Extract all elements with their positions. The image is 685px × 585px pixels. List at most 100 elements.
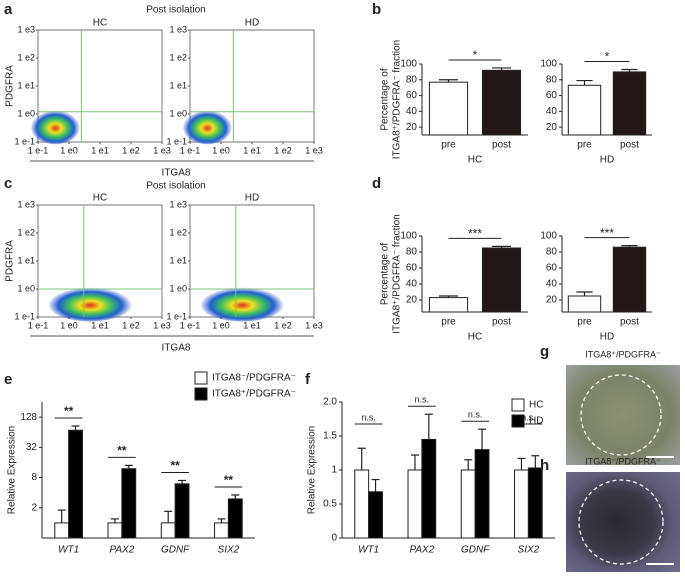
significance-label: *	[473, 48, 478, 62]
legend-swatch	[194, 387, 208, 401]
density-cloud	[30, 108, 81, 145]
bar	[514, 469, 529, 539]
x-tick-label: pre	[577, 317, 592, 328]
group-label: HD	[600, 155, 614, 166]
x-tick-label: 1 e2	[274, 320, 292, 330]
y-tick-label: 32	[26, 442, 38, 453]
y-tick-label: 20	[546, 122, 558, 133]
y-tick-label: 1 e-1	[166, 311, 187, 321]
y-tick-label: 100	[400, 59, 417, 70]
legend-swatch	[194, 371, 208, 385]
y-tick-label: 2.0	[323, 397, 337, 408]
bar	[612, 246, 647, 313]
x-tick-label: 1 e3	[305, 320, 323, 330]
panel-letter: f	[305, 371, 311, 388]
panel-letter: b	[372, 1, 381, 18]
x-tick-label: 1 e-1	[28, 320, 49, 330]
significance-label: n.s.	[415, 395, 430, 405]
x-tick-label: post	[620, 317, 639, 328]
y-tick-label: 1 e-1	[14, 136, 35, 146]
x-tick-label: post	[620, 140, 639, 151]
y-tick-label: 80	[546, 247, 558, 258]
y-tick-label: 1.5	[323, 431, 337, 442]
y-tick-label: 1 e1	[169, 255, 187, 265]
y-tick-label: 1 e-1	[14, 311, 35, 321]
bar	[174, 483, 190, 539]
micrograph	[566, 365, 680, 465]
significance-label: n.s.	[468, 410, 483, 420]
y-tick-label: 20	[406, 122, 418, 133]
y-tick-label: 100	[400, 231, 417, 242]
y-tick-label: 80	[406, 247, 418, 258]
bar	[214, 522, 229, 539]
x-tick-label: pre	[577, 140, 592, 151]
legend-label: HD	[529, 416, 543, 427]
legend-label: ITGA8⁻/PDGFRA⁻	[212, 373, 296, 384]
significance-label: *	[605, 50, 610, 64]
bar	[368, 491, 383, 539]
y-tick-label: 1 e3	[169, 199, 187, 209]
panel-letter: a	[4, 1, 13, 18]
outline-circle	[578, 479, 664, 565]
x-tick-label: pre	[441, 140, 456, 151]
bar	[68, 429, 83, 539]
x-tick-label: 1 e-1	[180, 145, 201, 155]
image-title: ITGA8⁻/PDGFRA⁻	[585, 456, 661, 466]
legend-label: ITGA8⁺/PDGFRA⁻	[212, 389, 296, 400]
y-tick-label: 100	[540, 231, 557, 242]
density-cloud	[182, 108, 233, 145]
y-axis-title: Percentage of	[380, 243, 391, 305]
group-label: HC	[468, 155, 482, 166]
panel-letter: d	[372, 175, 381, 192]
x-tick-label: 1 e1	[91, 145, 109, 155]
y-axis-title: Relative Expression	[7, 426, 18, 514]
x-axis-title: ITGA8	[162, 343, 191, 354]
image-title: ITGA8⁺/PDGFRA⁻	[585, 349, 661, 359]
y-tick-label: 1 e1	[169, 80, 187, 90]
y-tick-label: 128	[20, 412, 37, 423]
bar	[567, 295, 602, 313]
x-tick-label: 1 e1	[243, 320, 261, 330]
y-axis-title: PDGFRA	[5, 65, 16, 107]
y-tick-label: 60	[406, 90, 418, 101]
significance-label: **	[117, 444, 127, 458]
y-tick-label: 1 e3	[169, 24, 187, 34]
bar	[474, 449, 490, 539]
y-tick-label: 40	[406, 279, 418, 290]
bar	[612, 71, 647, 136]
y-axis-title: Relative Expression	[307, 426, 318, 514]
x-tick-label: 1 e3	[305, 145, 323, 155]
density-cloud	[47, 285, 133, 322]
x-tick-label: 1 e3	[153, 320, 171, 330]
bar	[54, 522, 70, 539]
y-tick-label: 1 e-1	[166, 136, 187, 146]
legend-swatch	[511, 398, 525, 412]
x-tick-label: 1 e2	[274, 145, 292, 155]
significance-label: n.s.	[521, 412, 536, 422]
y-tick-label: 1 e3	[17, 24, 35, 34]
bar	[354, 469, 370, 539]
bar	[428, 81, 469, 136]
panel-title: Post isolation	[146, 5, 205, 16]
y-tick-label: 0.5	[323, 499, 337, 510]
x-tick-label: 1 e0	[60, 320, 78, 330]
y-tick-label: 1 e2	[17, 52, 35, 62]
y-tick-label: 40	[546, 279, 558, 290]
y-tick-label: 1 e0	[17, 283, 35, 293]
y-tick-label: 1 e1	[17, 80, 35, 90]
group-label: HD	[245, 18, 259, 29]
y-tick-label: 0	[331, 533, 337, 544]
x-tick-label: 1 e0	[212, 145, 230, 155]
group-label: HD	[600, 332, 614, 343]
x-tick-label: post	[492, 317, 511, 328]
bar	[107, 522, 123, 539]
y-tick-label: 1 e0	[17, 108, 35, 118]
x-tick-label: 1 e-1	[180, 320, 201, 330]
y-tick-label: 1	[331, 465, 337, 476]
micrograph	[566, 472, 680, 572]
significance-label: n.s.	[361, 412, 376, 422]
significance-label: ***	[468, 227, 482, 241]
y-tick-label: 80	[546, 74, 558, 85]
group-label: HD	[245, 193, 259, 204]
legend-swatch	[511, 414, 525, 428]
